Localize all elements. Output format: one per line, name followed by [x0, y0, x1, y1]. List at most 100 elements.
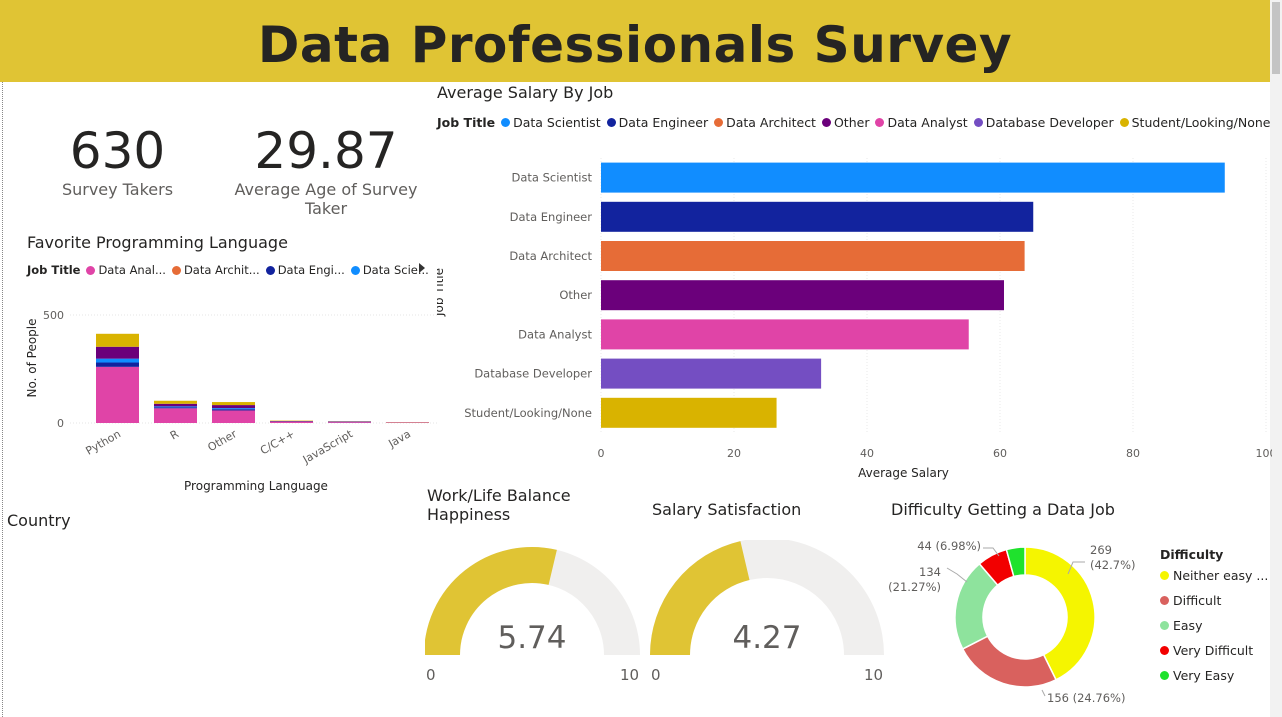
salary-satisfaction-title: Salary Satisfaction — [652, 500, 802, 519]
vertical-scrollbar[interactable] — [1270, 0, 1282, 717]
x-tick-label: 80 — [1126, 447, 1140, 460]
legend-label: Other — [833, 115, 870, 130]
salary-bar[interactable] — [601, 358, 822, 389]
x-tick-label: 0 — [598, 447, 605, 460]
legend-item[interactable]: Very Difficult — [1160, 643, 1270, 658]
legend-item[interactable]: Student/Looking/None — [1119, 115, 1271, 130]
stacked-bar-segment[interactable] — [154, 408, 197, 423]
gauge-fill[interactable] — [650, 541, 751, 656]
gauge-value: 4.27 — [732, 620, 802, 656]
donut-slice[interactable] — [1024, 546, 1096, 681]
x-tick-label: JavaScript — [300, 427, 356, 467]
legend-dot — [821, 118, 831, 127]
treemap-tile-india[interactable]: India — [323, 532, 418, 625]
legend-item[interactable]: Data Architect — [714, 115, 816, 130]
stacked-bar-segment[interactable] — [212, 408, 255, 410]
gauge-max: 10 — [620, 666, 640, 684]
x-tick-label: Python — [83, 427, 123, 457]
legend-item[interactable]: Data Engineer — [606, 115, 708, 130]
stacked-bar-segment[interactable] — [212, 405, 255, 409]
kpi-label: Survey Takers — [61, 180, 174, 199]
stacked-bar-segment[interactable] — [154, 403, 197, 407]
x-tick-label: 40 — [860, 447, 874, 460]
treemap-tile-united-kingdom[interactable]: United King... — [323, 625, 418, 676]
salary-bar[interactable] — [601, 280, 1004, 311]
country-treemap: United States Other India United King...… — [6, 532, 418, 716]
legend-label: Data Scie... — [362, 263, 429, 277]
stacked-bar-segment[interactable] — [270, 421, 313, 423]
legend-item[interactable]: Other — [821, 115, 870, 130]
difficulty-donut: 269(42.7%) 156 (24.76%) 134(21.27%) 44 (6.9… — [888, 539, 1136, 705]
legend-item[interactable]: Data Engi... — [265, 263, 345, 277]
language-chart-legend: Job Title Data Anal... Data Archit... Da… — [27, 263, 435, 277]
y-tick-label: 0 — [57, 417, 64, 430]
stacked-bar-segment[interactable] — [212, 409, 255, 411]
y-category-label: Data Analyst — [518, 327, 592, 341]
visual-border — [2, 82, 3, 717]
salary-bar[interactable] — [601, 397, 777, 428]
legend-item[interactable]: Data Scie... — [350, 263, 429, 277]
legend-label: Very Difficult — [1173, 643, 1254, 658]
stacked-bar-segment[interactable] — [96, 358, 139, 363]
salary-bar[interactable] — [601, 201, 1034, 232]
donut-slice[interactable] — [961, 635, 1058, 688]
legend-label: Easy — [1173, 618, 1203, 633]
worklife-gauge-title: Work/Life Balance Happiness — [427, 486, 571, 524]
x-axis-title: Average Salary — [858, 466, 949, 480]
legend-item[interactable]: Database Developer — [973, 115, 1114, 130]
stacked-bar-segment[interactable] — [328, 422, 371, 423]
legend-label: Data Engi... — [277, 263, 345, 277]
salary-bar[interactable] — [601, 162, 1225, 193]
x-tick-label: 100 — [1256, 447, 1273, 460]
kpi-value: 29.87 — [254, 122, 398, 180]
legend-dot — [1160, 571, 1169, 580]
legend-title: Job Title — [27, 263, 81, 277]
legend-item[interactable]: Very Easy — [1160, 668, 1270, 683]
data-label: 44 (6.98%) — [917, 539, 981, 553]
gauge-fill[interactable] — [425, 547, 557, 656]
scrollbar-thumb[interactable] — [1272, 2, 1280, 74]
legend-label: Database Developer — [985, 115, 1114, 130]
legend-label: Neither easy ... — [1173, 568, 1269, 583]
kpi-card-average-age[interactable]: 29.87 Average Age of Survey Taker — [215, 122, 437, 218]
stacked-bar-segment[interactable] — [96, 362, 139, 367]
stacked-bar-segment[interactable] — [154, 400, 197, 404]
x-tick-label: Java — [385, 427, 413, 450]
salary-bar[interactable] — [601, 241, 1025, 271]
stacked-bar-segment[interactable] — [96, 333, 139, 347]
kpi-card-survey-takers[interactable]: 630 Survey Takers — [40, 122, 195, 199]
data-label: (42.7%) — [1090, 558, 1136, 572]
tile-label: United States — [12, 539, 101, 554]
treemap-tile-other[interactable]: Other — [177, 532, 323, 716]
kpi-value: 630 — [69, 122, 166, 180]
stacked-bar-segment[interactable] — [154, 407, 197, 409]
stacked-bar-segment[interactable] — [212, 410, 255, 423]
tile-label: Other — [183, 539, 220, 554]
legend-item[interactable]: Data Archit... — [171, 263, 260, 277]
data-label: 269 — [1090, 543, 1112, 557]
gauge-max: 10 — [864, 666, 884, 684]
treemap-tile-united-states[interactable]: United States — [6, 532, 177, 716]
legend-item[interactable]: Easy — [1160, 618, 1270, 633]
legend-item[interactable]: Neither easy ... — [1160, 568, 1270, 583]
salary-satisfaction-gauge[interactable] — [650, 540, 885, 665]
stacked-bar-segment[interactable] — [96, 346, 139, 359]
legend-label: Data Archit... — [183, 263, 260, 277]
legend-item[interactable]: Data Anal... — [86, 263, 166, 277]
stacked-bar-segment[interactable] — [96, 366, 139, 423]
salary-bar[interactable] — [601, 319, 969, 350]
legend-item[interactable]: Data Scientist — [501, 115, 601, 130]
legend-item[interactable]: Difficult — [1160, 593, 1270, 608]
stacked-bar-segment[interactable] — [154, 406, 197, 408]
x-tick-label: C/C++ — [258, 427, 297, 457]
stacked-bar-segment[interactable] — [212, 402, 255, 406]
salary-chart: 0 20 40 60 80 100 Data Scientist Data Engineer D… — [437, 158, 1273, 480]
legend-label: Student/Looking/None — [1131, 115, 1271, 130]
legend-next-arrow-icon[interactable] — [419, 263, 425, 273]
treemap-tile-canada[interactable]: Canada — [323, 676, 418, 716]
legend-item[interactable]: Data Analyst — [875, 115, 968, 130]
y-tick-label: 500 — [43, 309, 64, 322]
worklife-gauge[interactable] — [425, 545, 640, 665]
donut-slice[interactable] — [1005, 546, 1026, 578]
y-category-label: Data Architect — [509, 249, 592, 263]
